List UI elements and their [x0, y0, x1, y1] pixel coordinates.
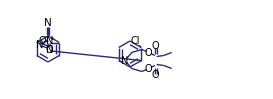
Text: Cl: Cl	[130, 36, 140, 46]
Text: N: N	[121, 56, 128, 66]
Text: O: O	[145, 63, 153, 73]
Text: O: O	[152, 40, 159, 50]
Text: N: N	[44, 18, 52, 28]
Text: O: O	[45, 44, 53, 55]
Text: N: N	[36, 40, 43, 50]
Text: N: N	[46, 44, 54, 55]
Text: +: +	[50, 36, 55, 41]
Text: O: O	[152, 70, 159, 80]
Text: O: O	[145, 48, 153, 58]
Text: -: -	[44, 34, 46, 40]
Text: O: O	[38, 36, 46, 46]
Text: N: N	[46, 36, 53, 46]
